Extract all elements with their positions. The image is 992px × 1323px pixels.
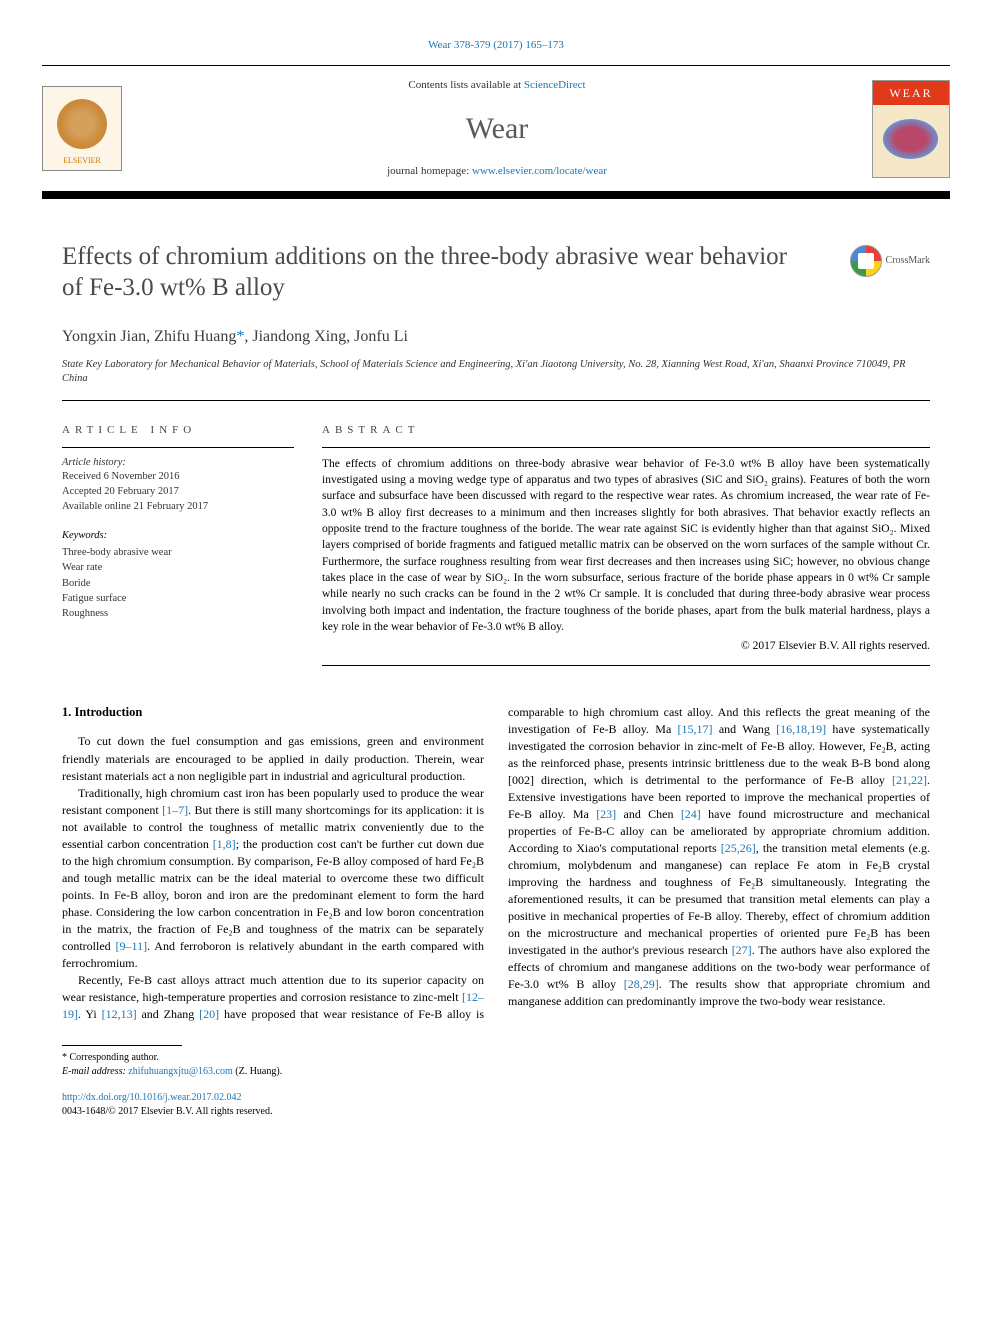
intro-p2: Traditionally, high chromium cast iron h… <box>62 785 484 972</box>
crossmark-badge[interactable]: CrossMark <box>850 245 930 277</box>
ref-23[interactable]: [23] <box>596 807 616 821</box>
keywords-list: Three-body abrasive wear Wear rate Borid… <box>62 545 294 621</box>
corr-email-link[interactable]: zhifuhuangxjtu@163.com <box>128 1066 232 1077</box>
keyword-4: Fatigue surface <box>62 593 126 604</box>
footnote-divider <box>62 1045 182 1046</box>
intro-p1: To cut down the fuel consumption and gas… <box>62 733 484 784</box>
journal-cover-thumbnail <box>872 80 950 178</box>
homepage-prefix: journal homepage: <box>387 165 472 177</box>
ref-12-13[interactable]: [12,13] <box>102 1007 137 1021</box>
abstract-copyright: © 2017 Elsevier B.V. All rights reserved… <box>322 638 930 654</box>
divider-1 <box>62 400 930 401</box>
info-divider <box>62 447 294 448</box>
homepage-line: journal homepage: www.elsevier.com/locat… <box>136 164 858 179</box>
abstract-bottom-divider <box>322 665 930 666</box>
ref-1-8[interactable]: [1,8] <box>213 837 236 851</box>
ref-15-17[interactable]: [15,17] <box>678 722 713 736</box>
body-columns: 1. Introduction To cut down the fuel con… <box>62 704 930 1023</box>
keyword-1: Three-body abrasive wear <box>62 547 172 558</box>
ref-1-7[interactable]: [1–7] <box>162 803 188 817</box>
keyword-5: Roughness <box>62 608 108 619</box>
ref-27[interactable]: [27] <box>732 943 752 957</box>
email-label: E-mail address: <box>62 1066 128 1077</box>
keywords-label: Keywords: <box>62 529 294 544</box>
article-info-head: ARTICLE INFO <box>62 423 294 438</box>
abstract-text: The effects of chromium additions on thr… <box>322 456 930 655</box>
abstract-head: ABSTRACT <box>322 423 930 438</box>
history-label: Article history: <box>62 457 126 468</box>
masthead: ELSEVIER Contents lists available at Sci… <box>42 65 950 192</box>
ref-16-18-19[interactable]: [16,18,19] <box>776 722 826 736</box>
sciencedirect-link[interactable]: ScienceDirect <box>524 79 586 91</box>
crossmark-label: CrossMark <box>886 254 930 268</box>
ref-9-11[interactable]: [9–11] <box>116 939 148 953</box>
authors-line: Yongxin Jian, Zhifu Huang*, Jiandong Xin… <box>62 326 930 348</box>
doi-block: http://dx.doi.org/10.1016/j.wear.2017.02… <box>62 1091 930 1119</box>
article-history: Article history: Received 6 November 201… <box>62 456 294 515</box>
paper-title: Effects of chromium additions on the thr… <box>62 241 930 304</box>
affiliation: State Key Laboratory for Mechanical Beha… <box>62 358 930 386</box>
author-names-2: , Jiandong Xing, Jonfu Li <box>244 328 408 345</box>
keyword-2: Wear rate <box>62 562 102 573</box>
citation-anchor[interactable]: Wear 378-379 (2017) 165–173 <box>428 39 564 51</box>
email-line: E-mail address: zhifuhuangxjtu@163.com (… <box>62 1065 930 1079</box>
ref-24[interactable]: [24] <box>681 807 701 821</box>
abstract-divider <box>322 447 930 448</box>
author-names-1: Yongxin Jian, Zhifu Huang <box>62 328 236 345</box>
masthead-bottom-bar <box>42 192 950 199</box>
corresponding-author-note: * Corresponding author. <box>62 1051 930 1065</box>
elsevier-logo: ELSEVIER <box>42 86 122 171</box>
footnotes: * Corresponding author. E-mail address: … <box>62 1045 930 1079</box>
contents-line: Contents lists available at ScienceDirec… <box>136 78 858 93</box>
ref-21-22[interactable]: [21,22] <box>892 773 927 787</box>
elsevier-tree-icon <box>57 99 107 149</box>
ref-25-26[interactable]: [25,26] <box>721 841 756 855</box>
crossmark-icon <box>850 245 882 277</box>
contents-prefix: Contents lists available at <box>408 79 523 91</box>
journal-name: Wear <box>136 108 858 150</box>
history-accepted: Accepted 20 February 2017 <box>62 486 179 497</box>
history-received: Received 6 November 2016 <box>62 471 180 482</box>
publisher-label: ELSEVIER <box>63 155 101 166</box>
section-1-head: 1. Introduction <box>62 704 484 722</box>
journal-homepage-link[interactable]: www.elsevier.com/locate/wear <box>472 165 607 177</box>
doi-link[interactable]: http://dx.doi.org/10.1016/j.wear.2017.02… <box>62 1092 242 1103</box>
keyword-3: Boride <box>62 578 91 589</box>
ref-20[interactable]: [20] <box>199 1007 219 1021</box>
issn-copyright: 0043-1648/© 2017 Elsevier B.V. All right… <box>62 1106 272 1117</box>
abstract-body: The effects of chromium additions on thr… <box>322 458 930 633</box>
email-name: (Z. Huang). <box>233 1066 282 1077</box>
history-online: Available online 21 February 2017 <box>62 501 208 512</box>
ref-28-29[interactable]: [28,29] <box>624 977 659 991</box>
citation-link: Wear 378-379 (2017) 165–173 <box>0 0 992 65</box>
